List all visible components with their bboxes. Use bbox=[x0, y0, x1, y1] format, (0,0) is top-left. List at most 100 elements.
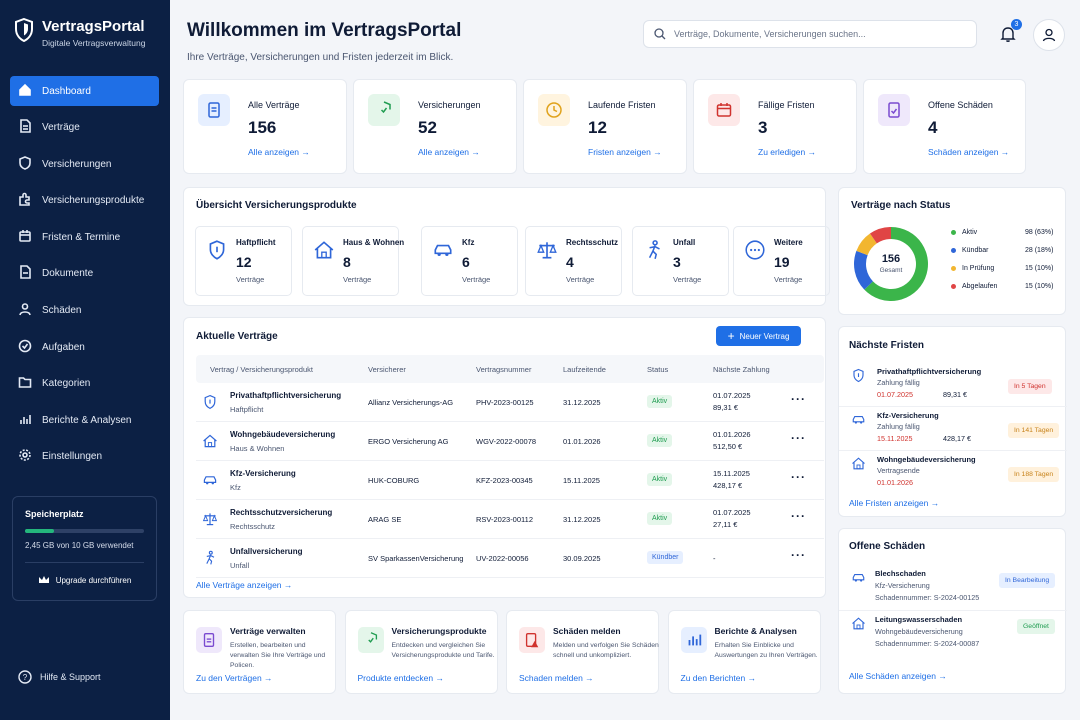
claim-item[interactable]: Blechschaden Kfz-Versicherung Schadennumme… bbox=[839, 567, 1067, 611]
product-card-5[interactable]: Weitere 19 Verträge bbox=[733, 226, 830, 296]
more-actions-icon[interactable]: ··· bbox=[791, 470, 806, 484]
upgrade-button[interactable]: Upgrade durchführen bbox=[25, 562, 144, 585]
quick-action-card-2[interactable]: Schäden melden Melden und verfolgen Sie S… bbox=[506, 610, 659, 694]
more-actions-icon[interactable]: ··· bbox=[791, 392, 806, 406]
new-contract-button[interactable]: + Neuer Vertrag bbox=[716, 326, 801, 346]
quick-action-link[interactable]: Zu den Verträgen → bbox=[196, 673, 273, 683]
sidebar-item-4[interactable]: Fristen & Termine bbox=[10, 222, 159, 252]
more-actions-icon[interactable]: ··· bbox=[791, 431, 806, 445]
product-card-1[interactable]: Haus & Wohnen 8 Verträge bbox=[302, 226, 404, 296]
quick-action-link[interactable]: Zu den Berichten → bbox=[680, 673, 757, 683]
sidebar-item-6[interactable]: Schäden bbox=[10, 296, 159, 326]
sidebar-item-10[interactable]: Einstellungen bbox=[10, 442, 159, 472]
quick-action-title: Verträge verwalten bbox=[230, 626, 306, 636]
insurer: SV SparkassenVersicherung bbox=[368, 554, 464, 563]
deadline-item[interactable]: Privathaftpflichtversicherung Zahlung fäl… bbox=[839, 365, 1067, 407]
stat-card-1[interactable]: Versicherungen 52 Alle anzeigen → bbox=[353, 79, 517, 174]
column-header[interactable]: Status bbox=[647, 365, 669, 374]
deadline-amount: 428,17 € bbox=[943, 434, 971, 443]
help-support-link[interactable]: ? Hilfe & Support bbox=[18, 670, 101, 684]
clock-icon bbox=[538, 94, 570, 126]
storage-bar bbox=[25, 529, 144, 533]
sidebar-item-2[interactable]: Versicherungen bbox=[10, 149, 159, 179]
quick-action-card-0[interactable]: Verträge verwalten Erstellen, bearbeiten … bbox=[183, 610, 336, 694]
product-unit: Verträge bbox=[566, 275, 595, 284]
next-payment-amount: 428,17 € bbox=[713, 481, 743, 490]
claim-item[interactable]: Leitungswasserschaden Wohngebäudeversiche… bbox=[839, 613, 1067, 657]
next-payment-date: - bbox=[713, 554, 716, 563]
all-claims-link[interactable]: Alle Schäden anzeigen → bbox=[849, 671, 947, 681]
stat-link[interactable]: Fristen anzeigen → bbox=[588, 147, 662, 157]
car-icon bbox=[202, 472, 218, 493]
column-header[interactable]: Nächste Zahlung bbox=[713, 365, 770, 374]
stat-card-0[interactable]: Alle Verträge 156 Alle anzeigen → bbox=[183, 79, 347, 174]
status-donut-chart bbox=[854, 227, 928, 301]
sidebar-item-0[interactable]: Dashboard bbox=[10, 76, 159, 106]
sidebar-item-5[interactable]: Dokumente bbox=[10, 259, 159, 289]
quick-action-description: Entdecken und vergleichen Sie Versicheru… bbox=[391, 642, 495, 659]
stat-card-4[interactable]: Offene Schäden 4 Schäden anzeigen → bbox=[863, 79, 1026, 174]
product-card-2[interactable]: Kfz 6 Verträge bbox=[421, 226, 518, 296]
notifications-button[interactable] bbox=[996, 22, 1020, 46]
contracts-card: Aktuelle Verträge + Neuer Vertrag Vertra… bbox=[183, 317, 826, 598]
legend-dot bbox=[951, 284, 956, 289]
product-count: 4 bbox=[566, 254, 574, 270]
all-contracts-link[interactable]: Alle Verträge anzeigen → bbox=[196, 580, 293, 590]
stat-value: 4 bbox=[928, 118, 938, 137]
sidebar-item-9[interactable]: Berichte & Analysen bbox=[10, 405, 159, 435]
more-actions-icon[interactable]: ··· bbox=[791, 548, 806, 562]
stat-card-2[interactable]: Laufende Fristen 12 Fristen anzeigen → bbox=[523, 79, 687, 174]
stat-card-3[interactable]: Fällige Fristen 3 Zu erledigen → bbox=[693, 79, 857, 174]
column-header[interactable]: Laufzeitende bbox=[563, 365, 606, 374]
help-label: Hilfe & Support bbox=[40, 672, 101, 682]
sidebar-item-7[interactable]: Aufgaben bbox=[10, 332, 159, 362]
column-header[interactable]: Vertragsnummer bbox=[476, 365, 532, 374]
product-card-0[interactable]: Haftpflicht 12 Verträge bbox=[195, 226, 292, 296]
quick-action-card-3[interactable]: Berichte & Analysen Erhalten Sie Einblick… bbox=[667, 610, 821, 694]
accident-person-icon bbox=[202, 550, 218, 571]
next-payment-date: 01.07.2025 bbox=[713, 508, 751, 517]
all-deadlines-link[interactable]: Alle Fristen anzeigen → bbox=[849, 498, 940, 508]
sidebar-item-label: Dashboard bbox=[42, 85, 91, 97]
search-placeholder: Verträge, Dokumente, Versicherungen such… bbox=[674, 29, 866, 39]
contracts-table-header: Vertrag / Versicherungsprodukt Versichere… bbox=[196, 355, 824, 383]
contract-name: Unfallversicherung bbox=[230, 547, 303, 556]
product-card-4[interactable]: Unfall 3 Verträge bbox=[632, 226, 729, 296]
stat-link[interactable]: Zu erledigen → bbox=[758, 147, 817, 157]
user-avatar-button[interactable] bbox=[1033, 19, 1065, 51]
sidebar-item-8[interactable]: Kategorien bbox=[10, 369, 159, 399]
column-header[interactable]: Versicherer bbox=[368, 365, 406, 374]
table-row[interactable]: Unfallversicherung Unfall SV SparkassenVer… bbox=[196, 539, 824, 578]
sidebar-item-3[interactable]: Versicherungsprodukte bbox=[10, 186, 159, 216]
table-row[interactable]: Privathaftpflichtversicherung Haftpflicht… bbox=[196, 383, 824, 422]
brand[interactable]: VertragsPortal Digitale Vertragsverwaltu… bbox=[14, 18, 145, 48]
deadline-item[interactable]: Kfz-Versicherung Zahlung fällig 15.11.2025… bbox=[839, 409, 1067, 451]
deadline-badge: In 188 Tagen bbox=[1008, 467, 1060, 482]
quick-action-link[interactable]: Produkte entdecken → bbox=[357, 673, 444, 683]
quick-action-title: Versicherungsprodukte bbox=[391, 626, 487, 636]
stat-link[interactable]: Alle anzeigen → bbox=[418, 147, 480, 157]
search-input[interactable]: Verträge, Dokumente, Versicherungen such… bbox=[643, 20, 977, 48]
quick-action-link[interactable]: Schaden melden → bbox=[519, 673, 594, 683]
quick-action-card-1[interactable]: Versicherungsprodukte Entdecken und vergl… bbox=[344, 610, 498, 694]
product-name: Haftpflicht bbox=[236, 238, 276, 247]
document-icon bbox=[196, 627, 222, 653]
page-title: Willkommen im VertragsPortal bbox=[187, 20, 462, 41]
insurer: ARAG SE bbox=[368, 515, 402, 524]
table-row[interactable]: Wohngebäudeversicherung Haus & Wohnen ERGO… bbox=[196, 422, 824, 461]
legend-item: In Prüfung 15 (10%) bbox=[951, 265, 1053, 272]
claim-number: Schadennummer: S-2024-00125 bbox=[875, 593, 980, 602]
bar-chart-icon bbox=[680, 627, 707, 653]
product-card-3[interactable]: Rechtsschutz 4 Verträge bbox=[525, 226, 622, 296]
deadline-subtitle: Zahlung fällig bbox=[877, 422, 920, 431]
shield-icon bbox=[206, 239, 228, 266]
table-row[interactable]: Rechtsschutzversicherung Rechtsschutz ARAG… bbox=[196, 500, 824, 539]
contract-type: Rechtsschutz bbox=[230, 522, 276, 531]
table-row[interactable]: Kfz-Versicherung Kfz HUK-COBURG KFZ-2023-00… bbox=[196, 461, 824, 500]
stat-link[interactable]: Alle anzeigen → bbox=[248, 147, 310, 157]
more-actions-icon[interactable]: ··· bbox=[791, 509, 806, 523]
column-header[interactable]: Vertrag / Versicherungsprodukt bbox=[210, 365, 313, 374]
sidebar-item-1[interactable]: Verträge bbox=[10, 113, 159, 143]
stat-link[interactable]: Schäden anzeigen → bbox=[928, 147, 1010, 157]
deadline-item[interactable]: Wohngebäudeversicherung Vertragsende 01.01… bbox=[839, 453, 1067, 495]
